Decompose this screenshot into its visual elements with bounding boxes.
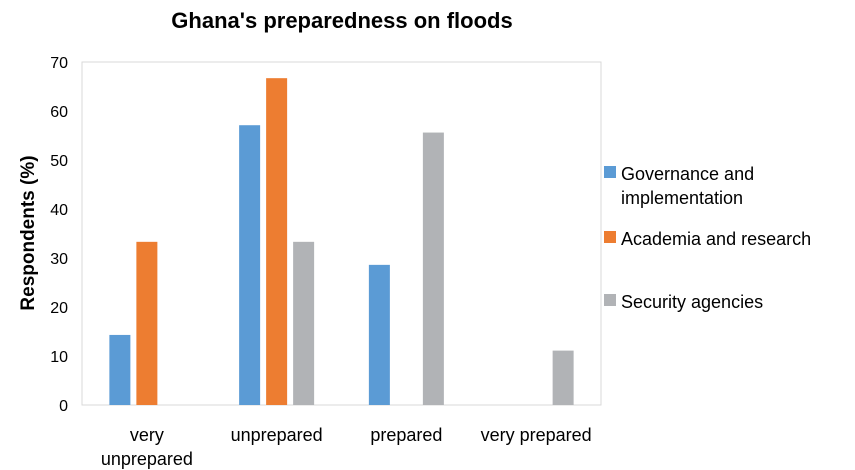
y-tick-label: 20 xyxy=(50,300,68,317)
y-tick-label: 10 xyxy=(50,349,68,366)
bar xyxy=(293,241,315,405)
legend-label: implementation xyxy=(621,188,743,208)
plot-area-border xyxy=(81,61,602,406)
bar xyxy=(552,350,574,405)
x-tick-label: unprepared xyxy=(231,425,323,445)
x-tick-label: prepared xyxy=(370,425,442,445)
y-tick-label: 50 xyxy=(50,153,68,170)
bar xyxy=(239,125,261,406)
x-tick-label: very xyxy=(130,425,164,445)
bar xyxy=(266,78,288,406)
legend-swatch xyxy=(604,166,616,178)
legend-label: Governance and xyxy=(621,164,754,184)
x-tick-label: very prepared xyxy=(481,425,592,445)
bar xyxy=(368,264,390,405)
y-tick-label: 70 xyxy=(50,55,68,72)
legend-label: Security agencies xyxy=(621,292,763,312)
y-tick-label: 60 xyxy=(50,104,68,121)
y-tick-label: 30 xyxy=(50,251,68,268)
bar xyxy=(136,241,158,405)
y-tick-label: 0 xyxy=(59,398,68,415)
y-tick-label: 40 xyxy=(50,202,68,219)
legend-label: Academia and research xyxy=(621,229,811,249)
chart-title: Ghana's preparedness on floods xyxy=(171,8,512,33)
legend-swatch xyxy=(604,294,616,306)
bar xyxy=(109,334,131,405)
x-tick-label: unprepared xyxy=(101,449,193,469)
bar xyxy=(422,132,444,405)
y-axis-label: Respondents (%) xyxy=(18,155,39,310)
legend-swatch xyxy=(604,231,616,243)
